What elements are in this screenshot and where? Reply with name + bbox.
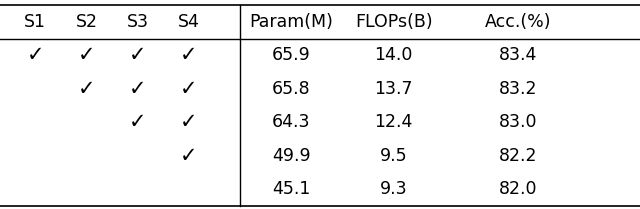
Text: 82.2: 82.2 xyxy=(499,147,538,165)
Text: 83.2: 83.2 xyxy=(499,80,538,98)
Text: S2: S2 xyxy=(76,13,97,31)
Text: 82.0: 82.0 xyxy=(499,180,538,198)
Text: ✓: ✓ xyxy=(129,45,147,65)
Text: 65.8: 65.8 xyxy=(272,80,310,98)
Text: 9.3: 9.3 xyxy=(380,180,408,198)
Text: S4: S4 xyxy=(178,13,200,31)
Text: S1: S1 xyxy=(24,13,46,31)
Text: ✓: ✓ xyxy=(180,112,198,132)
Text: ✓: ✓ xyxy=(77,45,95,65)
Text: 9.5: 9.5 xyxy=(380,147,408,165)
Text: ✓: ✓ xyxy=(129,112,147,132)
Text: 83.4: 83.4 xyxy=(499,46,538,64)
Text: ✓: ✓ xyxy=(180,45,198,65)
Text: Param(M): Param(M) xyxy=(249,13,333,31)
Text: 64.3: 64.3 xyxy=(272,113,310,131)
Text: Acc.(%): Acc.(%) xyxy=(485,13,552,31)
Text: 49.9: 49.9 xyxy=(272,147,310,165)
Text: 65.9: 65.9 xyxy=(272,46,310,64)
Text: ✓: ✓ xyxy=(77,79,95,99)
Text: 45.1: 45.1 xyxy=(272,180,310,198)
Text: 14.0: 14.0 xyxy=(374,46,413,64)
Text: FLOPs(B): FLOPs(B) xyxy=(355,13,433,31)
Text: 13.7: 13.7 xyxy=(374,80,413,98)
Text: S3: S3 xyxy=(127,13,148,31)
Text: ✓: ✓ xyxy=(180,146,198,166)
Text: ✓: ✓ xyxy=(26,45,44,65)
Text: 83.0: 83.0 xyxy=(499,113,538,131)
Text: ✓: ✓ xyxy=(180,79,198,99)
Text: ✓: ✓ xyxy=(129,79,147,99)
Text: 12.4: 12.4 xyxy=(374,113,413,131)
